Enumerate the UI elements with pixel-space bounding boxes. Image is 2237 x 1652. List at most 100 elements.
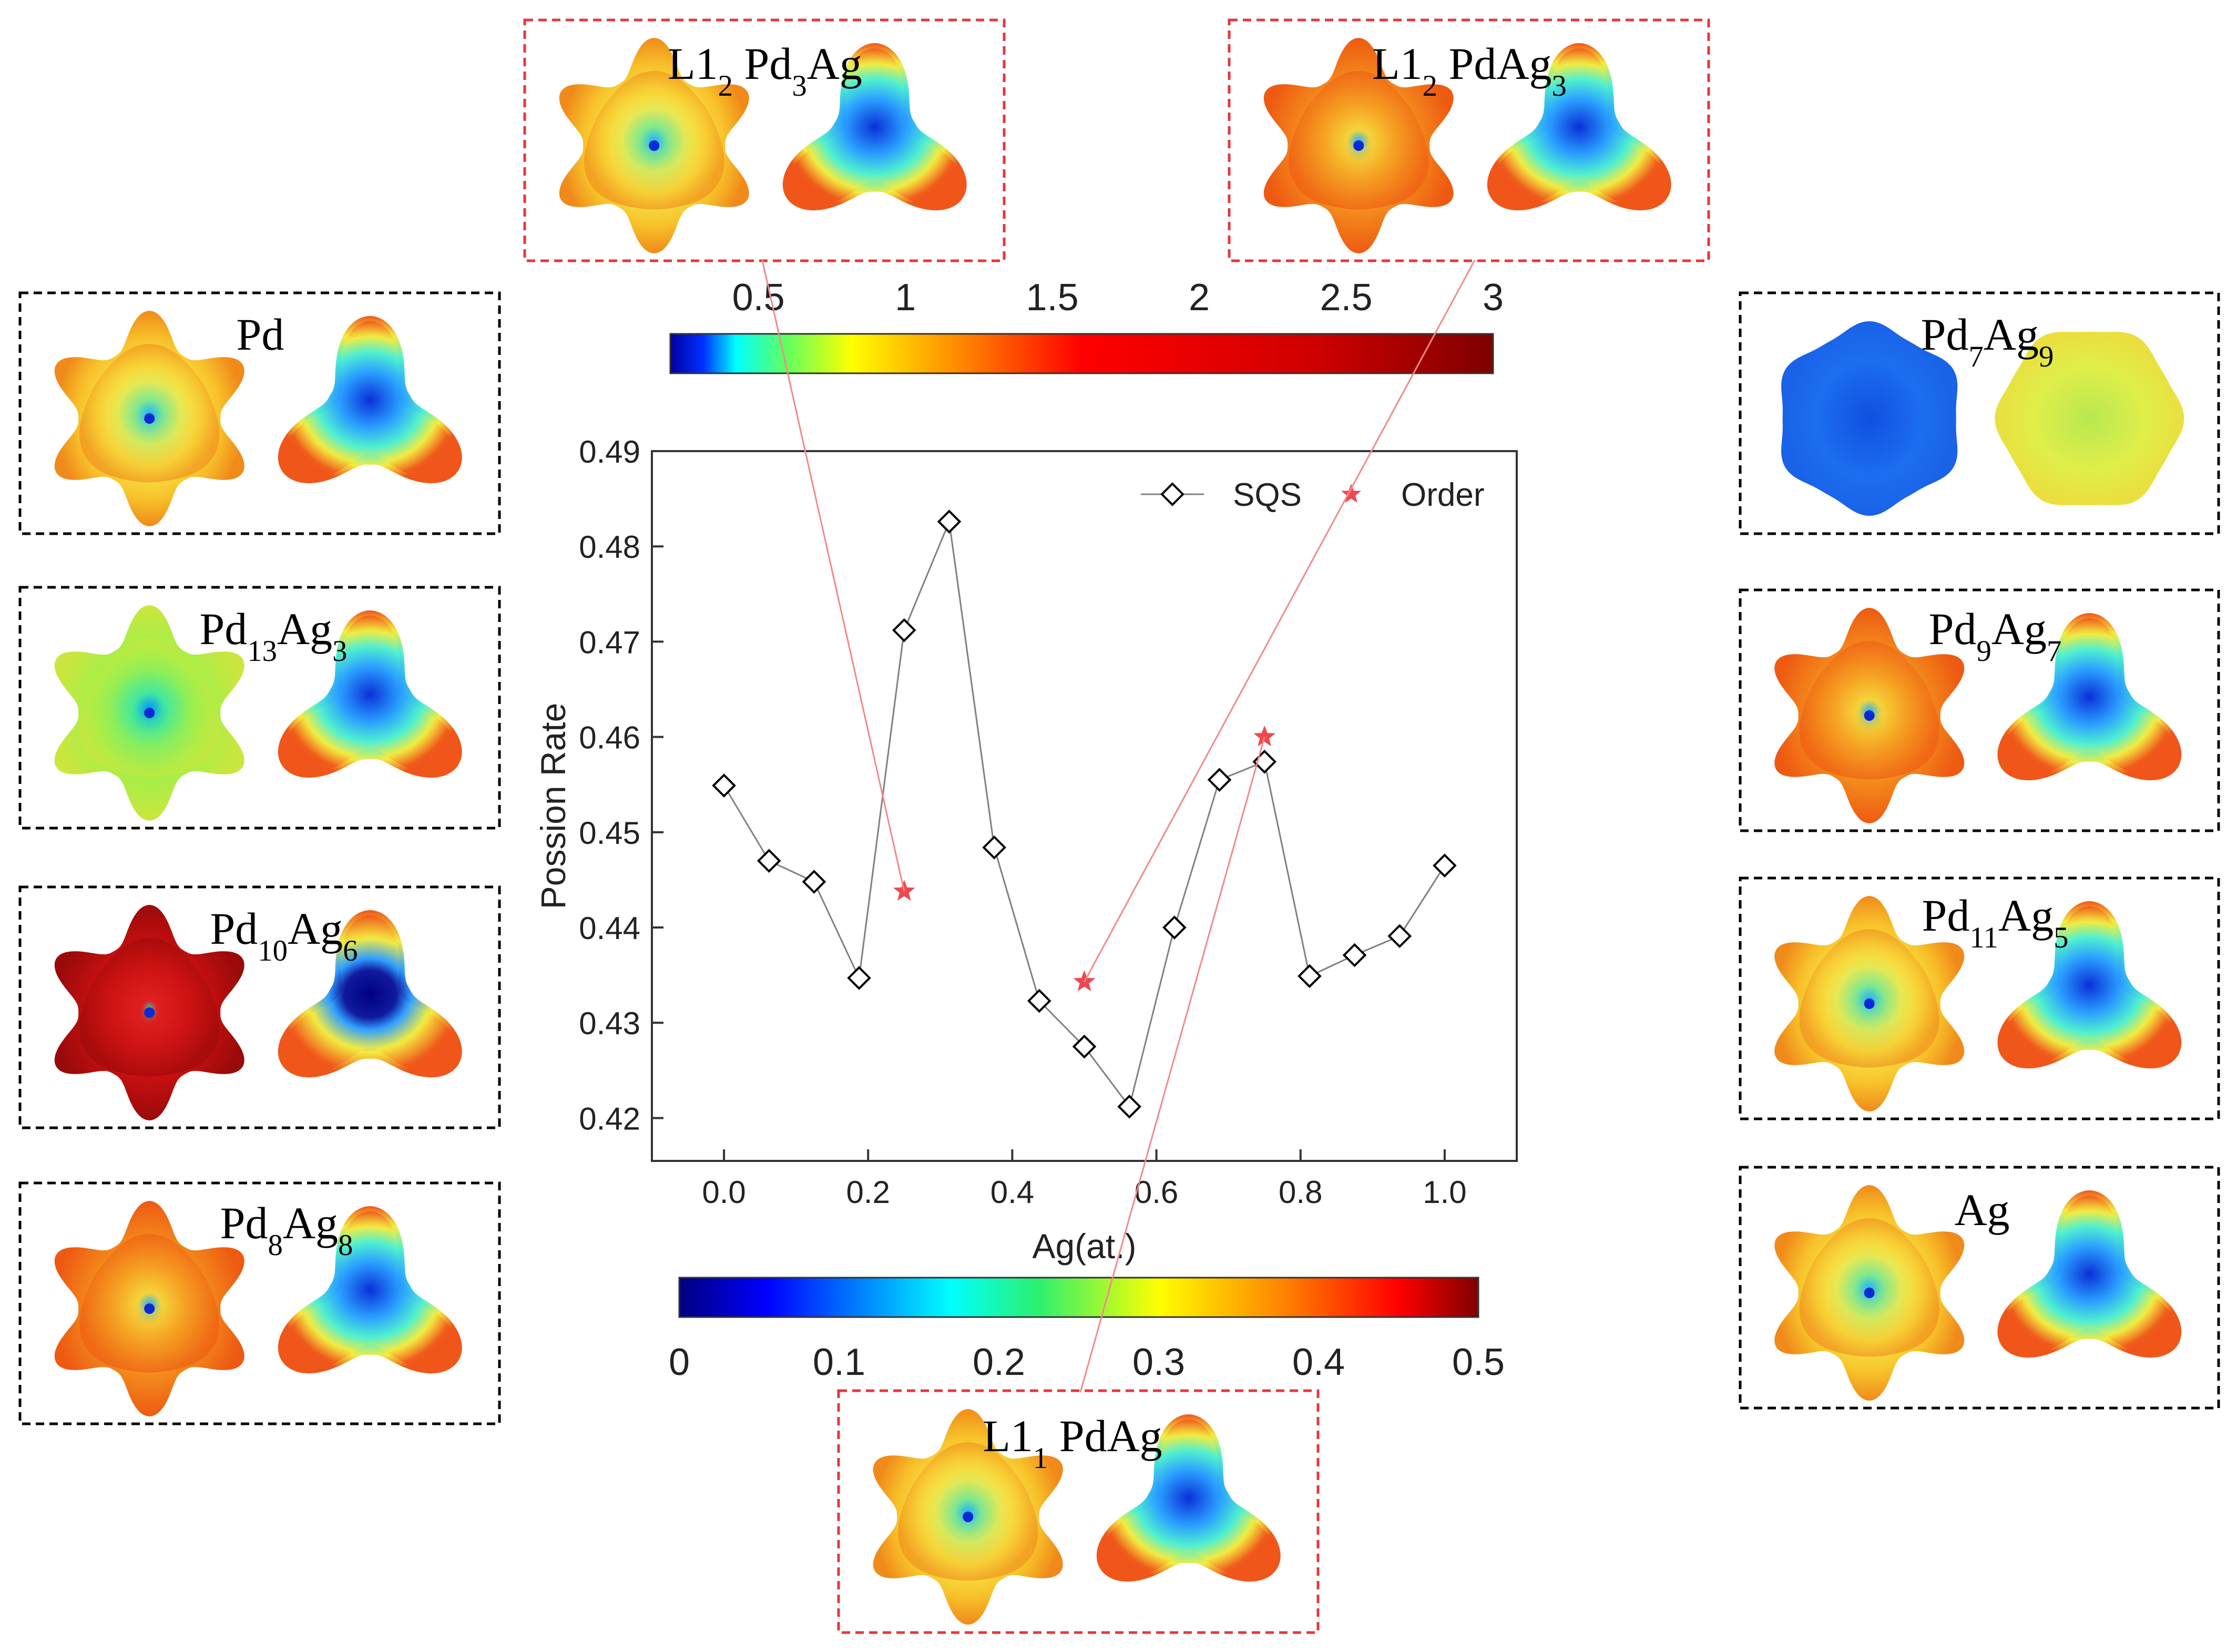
sqs-point [1387,924,1412,949]
surface-3d-front-inner [79,344,220,483]
surface-3d-side-back [1492,48,1667,206]
x-tick-label: 1.0 [1423,1175,1466,1210]
x-tick-label: 0.8 [1279,1175,1322,1210]
sqs-point [1072,1034,1097,1059]
surface-3d-front-inner [584,71,724,210]
surface-3d-front-center-dot [1353,140,1364,151]
panel-pd10ag6: Pd10Ag6 [18,885,501,1129]
surface-3d-front-center-dot [1864,998,1875,1009]
surface-3d-front-inner [79,938,220,1077]
surface-3d-side-back [2002,1195,2177,1353]
y-tick-label: 0.44 [579,911,640,946]
connector-line [1079,737,1265,1393]
sqs-point [1433,853,1457,878]
surface-3d-front-inner [1799,641,1939,780]
panel-label: Ag [1954,1185,2009,1235]
sqs-point [1027,988,1051,1013]
surface-3d-front-center-dot [963,1512,974,1522]
panel-frame [1739,291,2220,535]
colorbar-tick-label: 0.2 [973,1341,1025,1383]
connector-line [1084,260,1476,983]
colorbar-tick-label: 2.5 [1320,277,1372,319]
sqs-point [1207,768,1232,792]
y-tick-label: 0.42 [579,1101,640,1136]
surface-3d-side-back [2002,618,2177,776]
y-axis-label: Possion Rate [534,703,573,910]
sqs-point [847,966,871,990]
colorbar-tick-label: 0.1 [813,1341,865,1383]
colorbar-tick-label: 1.5 [1026,277,1079,319]
panel-label: Pd8Ag8 [220,1198,353,1262]
panel-label: Pd9Ag7 [1929,604,2062,668]
colorbar-top: 0.5 1 1.5 2 2.5 3 [669,277,1504,374]
panel-label: Pd13Ag3 [199,604,347,668]
sqs-point [982,835,1006,860]
y-tick-label: 0.48 [579,529,640,565]
colorbar-tick-label: 0 [669,1341,690,1383]
x-tick-label: 0.6 [1135,1175,1178,1210]
panel-frame [1228,18,1710,262]
legend-order-marker [1341,484,1361,503]
surface-3d-front-center-dot [144,708,155,718]
panel-label: L12 Pd3Ag [668,38,862,103]
colorbar-tick-label: 0.5 [732,277,785,319]
panel-frame [1739,1166,2220,1410]
sqs-point [712,773,736,798]
surface-3d-front-center-dot [144,1007,155,1018]
colorbar-tick-label: 3 [1483,277,1504,319]
colorbar-tick-label: 0.5 [1452,1341,1505,1383]
y-tick-label: 0.43 [579,1006,640,1041]
legend-order-label: Order [1401,477,1484,513]
colorbar-tick-label: 2 [1189,277,1210,319]
surface-3d-side-back [2002,906,2177,1064]
surface-3d-side-back [283,1211,457,1369]
surface-3d-front-inner [79,1234,220,1373]
panel-frame [18,885,501,1129]
sqs-point [1162,915,1187,940]
surface-3d-front-center-dot [1864,710,1875,721]
panel-frame [18,586,501,830]
panel-label: Pd11Ag5 [1922,890,2069,954]
surface-3d-front-center-dot [144,1303,155,1314]
sqs-point [937,509,962,534]
surface-3d-blob [1781,321,1958,516]
panel-pd9ag7: Pd9Ag7 [1739,588,2220,832]
x-tick-label: 0.0 [702,1175,745,1210]
surface-3d-front-inner [1799,929,1939,1068]
panel-pd11ag5: Pd11Ag5 [1739,876,2220,1120]
colorbar-gradient [678,1277,1479,1318]
surface-3d-front-center-dot [1864,1288,1875,1298]
poisson-chart: 0.42 0.43 0.44 0.45 0.46 0.47 0.48 0.49 0.0 0.2 0.… [534,434,1518,1266]
sqs-point [802,870,826,894]
sqs-point [1117,1094,1142,1119]
panel-label: L11 PdAg [983,1411,1162,1475]
surface-3d-front-inner [1799,1218,1939,1357]
x-tick-label: 0.4 [990,1175,1034,1210]
surface-3d-front-inner [898,1442,1038,1581]
colorbar-gradient [669,333,1494,374]
panel-frame [1739,588,2220,832]
panel-l12pdag3: L12 PdAg3 [1228,18,1710,262]
surface-3d-front-inner [1289,71,1429,210]
surface-3d-front-inner [79,638,220,777]
panel-frame [18,291,501,535]
panel-frame [837,1389,1320,1634]
panel-pd7ag9: Pd7Ag9 [1739,291,2220,535]
panel-label: Pd7Ag9 [1921,309,2054,373]
surface-3d-side-back [1101,1419,1276,1577]
panel-label: Pd10Ag6 [210,903,357,967]
y-tick-label: 0.45 [579,815,640,851]
panel-pd13ag3: Pd13Ag3 [18,586,501,830]
sqs-point [1342,943,1367,967]
panel-pd: Pd [18,291,501,535]
panel-ag: Ag [1739,1166,2220,1410]
panel-frame [18,1181,501,1425]
sqs-point [892,618,916,643]
panel-pd8ag8: Pd8Ag8 [18,1181,501,1425]
panel-label: L12 PdAg3 [1372,38,1567,103]
connector-line [761,260,905,892]
surface-3d-side-back [788,48,962,206]
panel-l12pd3ag: L12 Pd3Ag [523,18,1006,262]
panel-frame [523,18,1006,262]
